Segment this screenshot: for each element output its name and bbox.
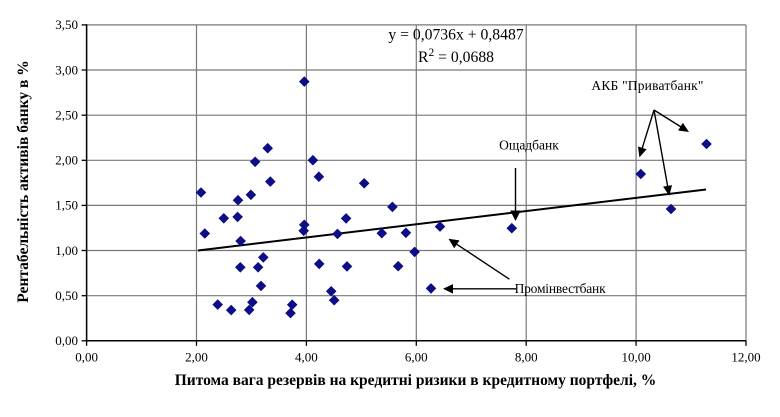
svg-text:0,50: 0,50 — [55, 288, 78, 303]
svg-text:10,00: 10,00 — [621, 350, 650, 365]
svg-text:АКБ "Приватбанк": АКБ "Приватбанк" — [591, 78, 703, 93]
svg-text:0,00: 0,00 — [55, 333, 78, 348]
svg-text:1,00: 1,00 — [55, 243, 78, 258]
svg-text:Промінвестбанк: Промінвестбанк — [515, 281, 607, 296]
svg-text:R2 = 0,0688: R2 = 0,0688 — [418, 47, 494, 66]
svg-text:2,00: 2,00 — [55, 153, 78, 168]
svg-text:3,00: 3,00 — [55, 62, 78, 77]
svg-text:2,00: 2,00 — [185, 350, 208, 365]
svg-text:4,00: 4,00 — [295, 350, 318, 365]
svg-text:2,50: 2,50 — [55, 108, 78, 123]
svg-text:1,50: 1,50 — [55, 198, 78, 213]
svg-text:12,00: 12,00 — [731, 350, 760, 365]
svg-text:Рентабельність активів банку в: Рентабельність активів банку в % — [15, 60, 32, 302]
svg-text:Питома вага резервів на кредит: Питома вага резервів на кредитні ризики … — [175, 372, 657, 389]
svg-text:0,00: 0,00 — [75, 350, 98, 365]
svg-text:3,50: 3,50 — [55, 17, 78, 32]
svg-text:8,00: 8,00 — [515, 350, 538, 365]
svg-text:6,00: 6,00 — [405, 350, 428, 365]
svg-text:Ощадбанк: Ощадбанк — [499, 138, 559, 153]
svg-text:y = 0,0736x + 0,8487: y = 0,0736x + 0,8487 — [388, 27, 524, 44]
